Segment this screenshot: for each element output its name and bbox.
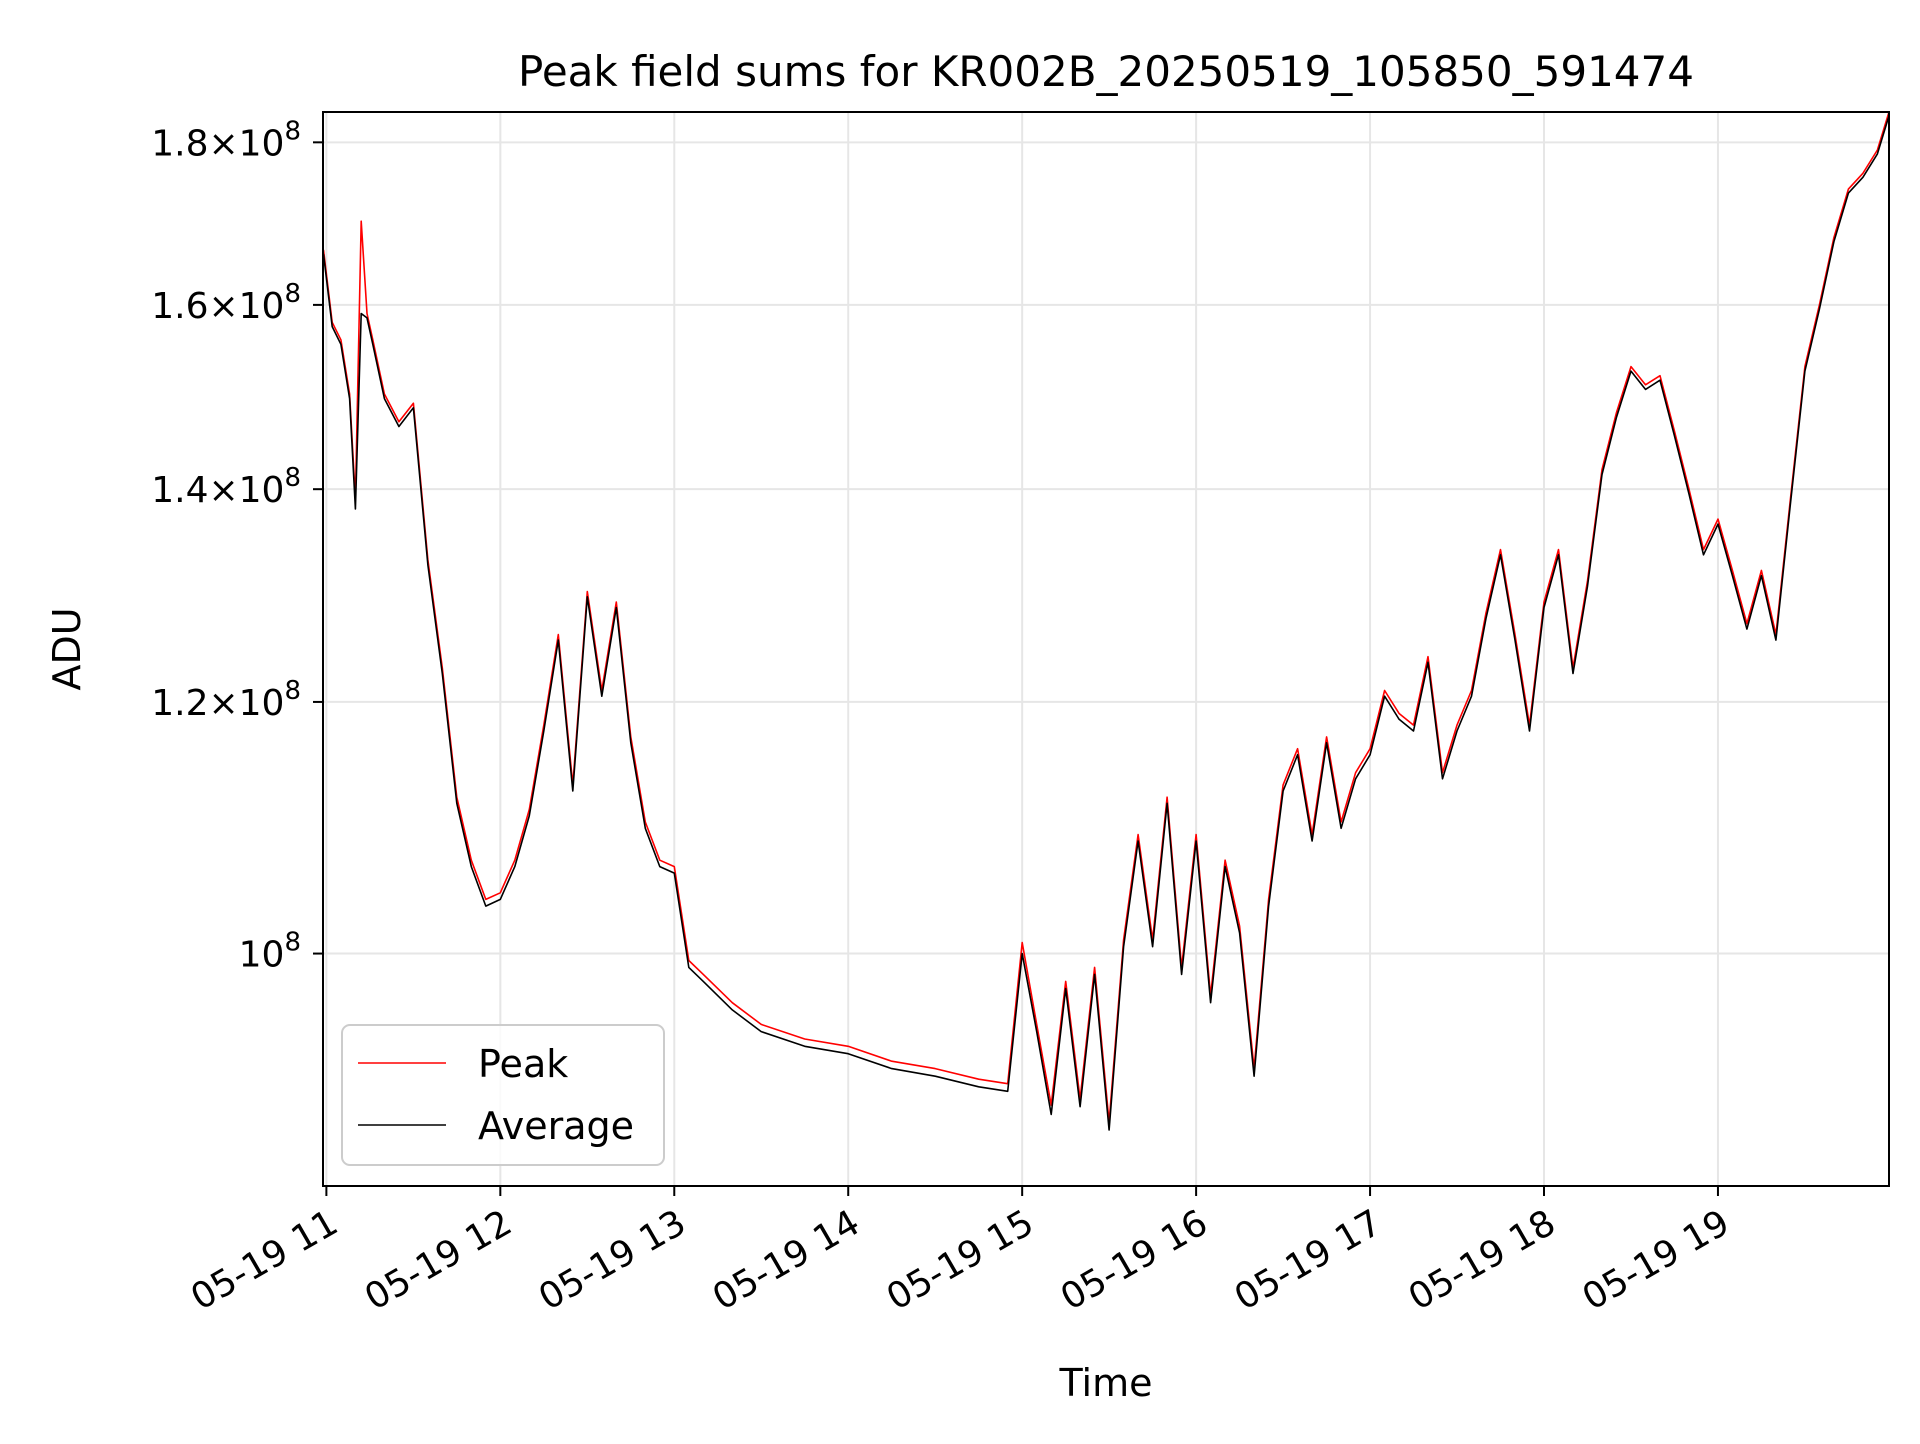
legend-label-average: Average bbox=[478, 1104, 634, 1148]
legend: Peak Average bbox=[341, 1024, 665, 1166]
y-tick-label: 108 bbox=[239, 928, 301, 976]
series-line-average bbox=[322, 115, 1890, 1131]
chart-title: Peak field sums for KR002B_20250519_1058… bbox=[518, 47, 1694, 96]
plot-frame bbox=[322, 111, 1890, 1187]
y-axis-ticks: 108 1.2×108 1.4×108 1.6×108 1.8×108 bbox=[151, 116, 323, 976]
legend-box bbox=[341, 1024, 665, 1166]
legend-label-peak: Peak bbox=[478, 1042, 568, 1086]
series-layer bbox=[322, 111, 1890, 1131]
y-axis-label: ADU bbox=[45, 607, 89, 690]
x-axis-label: Time bbox=[1059, 1361, 1153, 1405]
y-tick-label: 1.2×108 bbox=[151, 676, 301, 724]
y-tick-label: 1.6×108 bbox=[151, 279, 301, 327]
y-tick-label: 1.8×108 bbox=[151, 116, 301, 164]
grid bbox=[323, 112, 1889, 1186]
y-tick-label: 1.4×108 bbox=[151, 463, 301, 511]
